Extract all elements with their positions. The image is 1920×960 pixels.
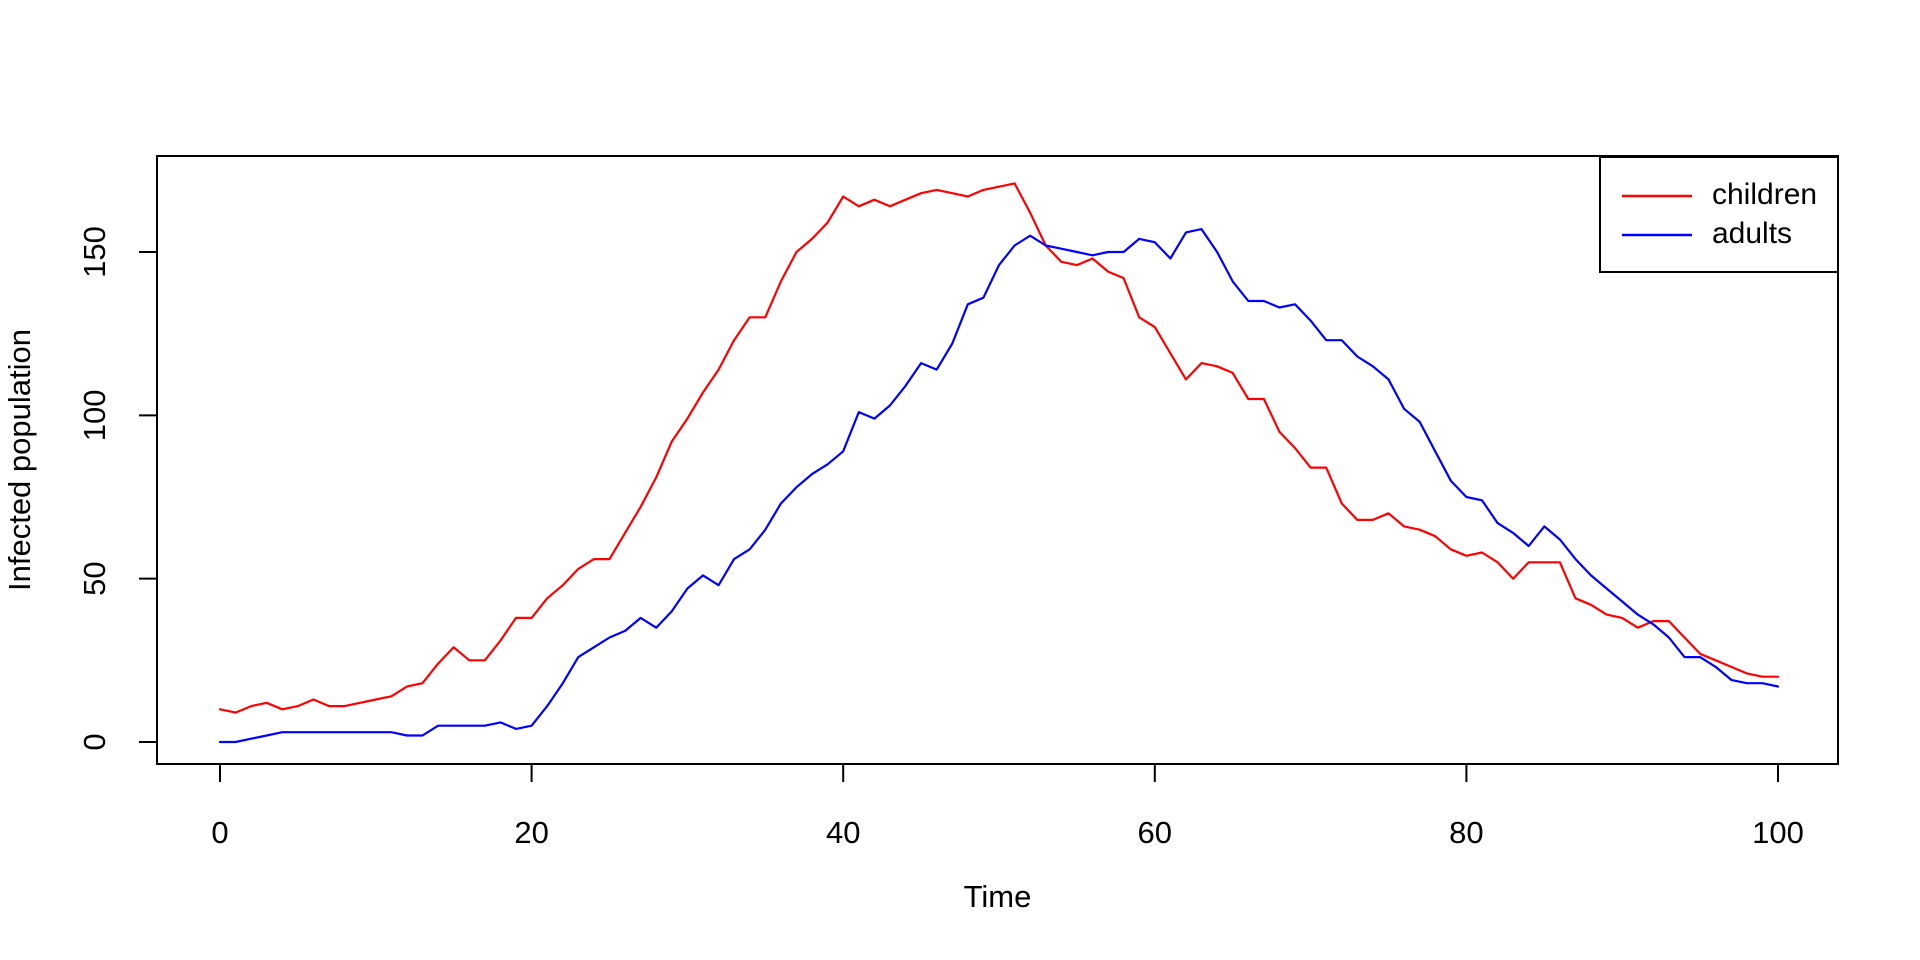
y-axis-title: Infected population	[2, 329, 37, 591]
legend-box	[1599, 156, 1839, 273]
plot-border	[156, 155, 1839, 765]
y-axis-tick-label: 150	[77, 226, 112, 278]
y-axis-tick-label: 100	[77, 389, 112, 441]
adults-series-line	[218, 228, 1780, 744]
x-axis-tick-label: 100	[1752, 815, 1804, 850]
x-axis-tick-label: 20	[514, 815, 548, 850]
x-axis-title: Time	[964, 879, 1032, 914]
x-axis-tick-label: 80	[1449, 815, 1483, 850]
y-axis-tick-label: 50	[77, 561, 112, 595]
x-axis-tick-label: 40	[826, 815, 860, 850]
legend-adults-label: adults	[1712, 217, 1792, 250]
legend-children-label: children	[1712, 178, 1817, 211]
children-series-line	[218, 182, 1780, 714]
y-axis-tick-label: 0	[77, 733, 112, 750]
x-axis-tick-label: 60	[1138, 815, 1172, 850]
x-axis-tick-label: 0	[211, 815, 228, 850]
